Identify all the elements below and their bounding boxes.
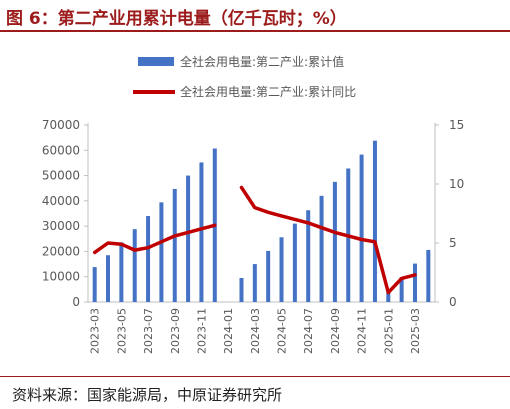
line-series: [92, 185, 417, 295]
x-tick-label: 2025-03: [409, 308, 422, 354]
bar: [426, 249, 431, 302]
bar: [239, 277, 244, 302]
chart: 全社会用电量:第二产业:累计值 全社会用电量:第二产业:累计同比 0 10000 2…: [42, 54, 464, 354]
bar: [159, 202, 164, 302]
x-tick-label: 2025-01: [382, 308, 395, 354]
bar: [252, 264, 257, 302]
y-left-tick-label: 0: [72, 295, 80, 309]
bar: [386, 289, 391, 302]
y-left-tick-label: 10000: [42, 270, 80, 284]
bar: [332, 181, 337, 302]
y-left-tick-label: 60000: [42, 143, 80, 157]
bar: [92, 267, 97, 302]
line-segment: [239, 185, 417, 295]
y-left-tick-label: 70000: [42, 118, 80, 132]
bar: [372, 140, 377, 302]
bar: [146, 216, 151, 302]
x-tick-label: 2024-11: [356, 308, 369, 354]
x-tick-label: 2023-11: [195, 308, 208, 354]
x-tick-label: 2023-07: [142, 308, 155, 354]
y-right-tick-label: 0: [449, 295, 457, 309]
bar: [132, 229, 137, 302]
x-tick-label: 2023-05: [115, 308, 128, 354]
y-left-tick-label: 20000: [42, 244, 80, 258]
x-tick-label: 2023-03: [89, 308, 102, 354]
footer-divider: [0, 376, 510, 377]
figure-title-bar: 图 6：第二产业用累计电量（亿千瓦时；%）: [0, 0, 510, 30]
x-tick-label: 2024-01: [222, 308, 235, 354]
x-tick-label: 2024-03: [249, 308, 262, 354]
bar: [186, 175, 191, 302]
y-right-tick-label: 5: [449, 236, 457, 250]
chart-legend: 全社会用电量:第二产业:累计值 全社会用电量:第二产业:累计同比: [133, 54, 356, 99]
chart-axes: 0 10000 20000 30000 40000 50000 60000 70000 0 5 10…: [42, 118, 464, 354]
x-tick-label: 2024-07: [302, 308, 315, 354]
line-segment: [92, 223, 217, 255]
bar: [292, 223, 297, 302]
legend-label-line: 全社会用电量:第二产业:累计同比: [180, 84, 356, 99]
bar: [399, 276, 404, 302]
y-left-tick-label: 50000: [42, 169, 80, 183]
bar-series: [92, 140, 431, 302]
figure-title: 图 6：第二产业用累计电量（亿千瓦时；%）: [6, 9, 347, 29]
y-right-tick-label: 10: [449, 177, 464, 191]
bar: [279, 237, 284, 302]
bar: [412, 263, 417, 302]
legend-bar-swatch: [138, 57, 174, 66]
bar: [359, 154, 364, 302]
y-right-tick-label: 15: [449, 118, 464, 132]
x-tick-label: 2024-09: [329, 308, 342, 354]
y-left-tick-label: 30000: [42, 219, 80, 233]
bar: [119, 242, 124, 302]
bar: [319, 195, 324, 302]
source-note: 资料来源：国家能源局，中原证券研究所: [12, 386, 283, 404]
x-tick-label: 2023-09: [169, 308, 182, 354]
x-tick-label: 2024-05: [276, 308, 289, 354]
bar: [172, 188, 177, 302]
bar: [199, 162, 204, 302]
y-left-tick-label: 40000: [42, 194, 80, 208]
bar: [266, 250, 271, 302]
bar: [306, 210, 311, 302]
legend-label-bar: 全社会用电量:第二产业:累计值: [180, 54, 344, 69]
bar: [106, 255, 111, 302]
title-divider: [0, 30, 510, 32]
